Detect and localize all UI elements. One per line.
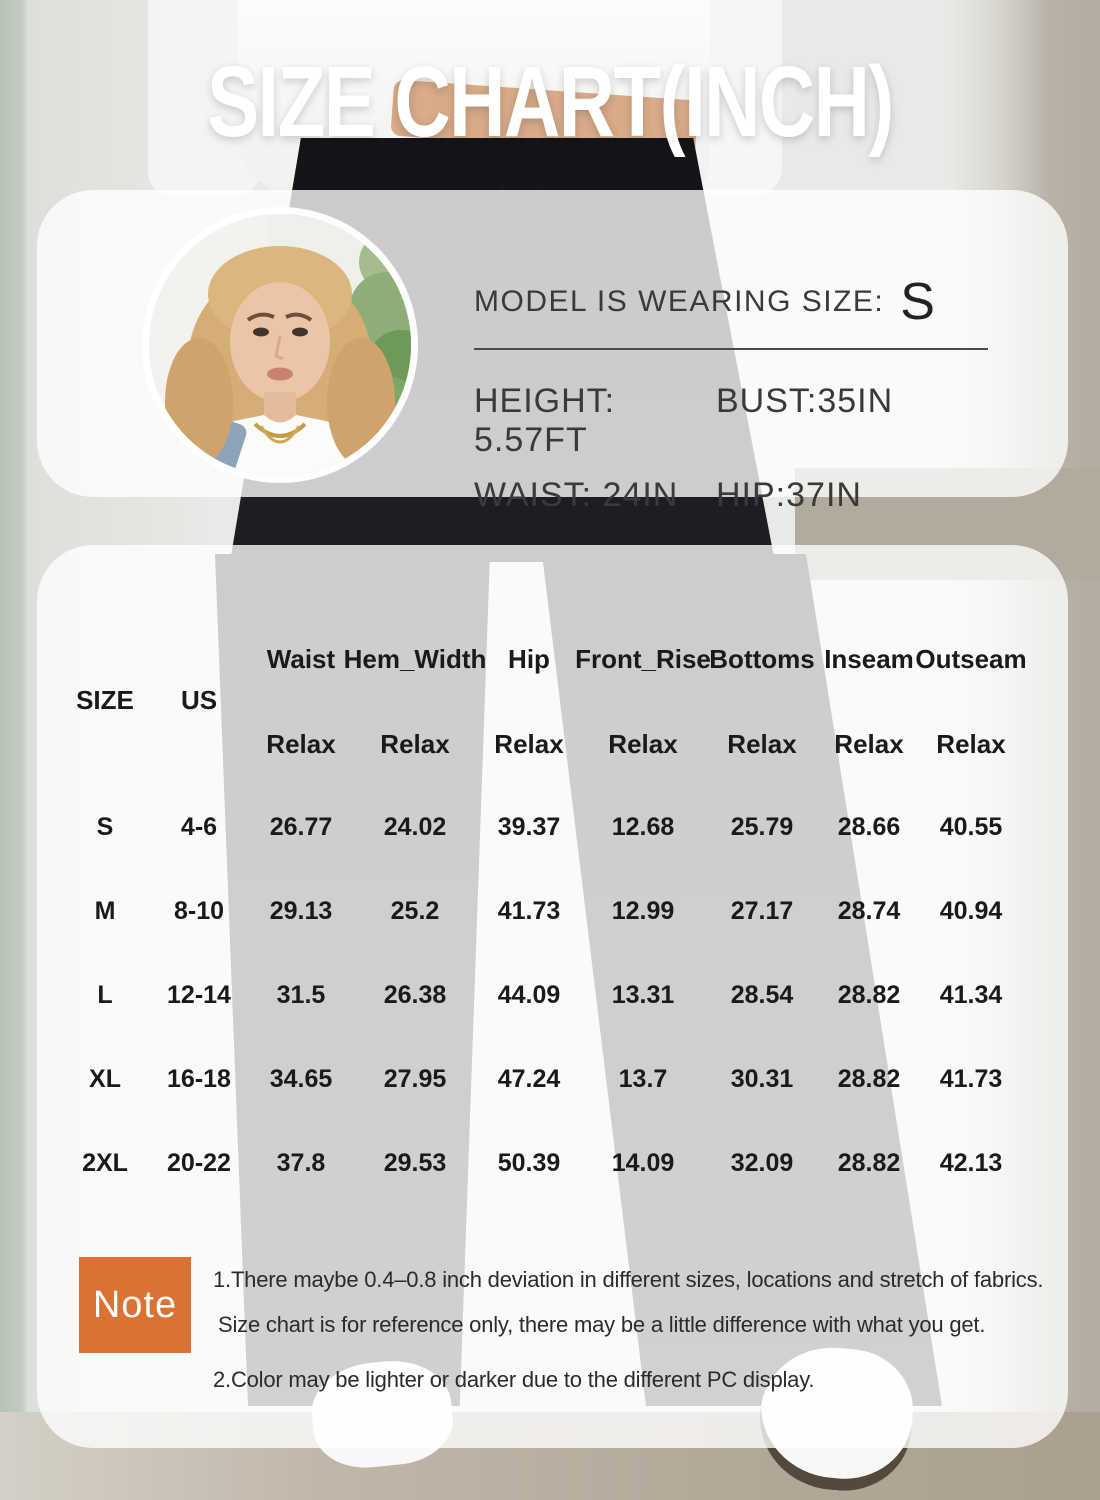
col-header-hip: Hip xyxy=(508,643,550,674)
model-bust: BUST:35IN xyxy=(716,382,894,420)
cell-l-waist: 31.5 xyxy=(276,980,326,1009)
model-portrait-illustration xyxy=(149,214,411,476)
wearing-size-value: S xyxy=(900,273,937,331)
cell-m-hip: 41.73 xyxy=(497,896,561,925)
cell-2xl-hip: 50.39 xyxy=(497,1148,561,1177)
col-header-waist: Waist xyxy=(266,643,336,674)
model-height: HEIGHT: 5.57FT xyxy=(474,382,616,459)
cell-s-inseam: 28.66 xyxy=(837,812,901,841)
size-table-panel: SIZE US Waist Hem_Width Hip Front_Rise Botto… xyxy=(37,545,1068,1448)
fit-label-outseam: Relax xyxy=(936,728,1006,759)
note-badge: Note xyxy=(79,1257,191,1353)
model-measurements: MODEL IS WEARING SIZE: S HEIGHT: 5.57FT … xyxy=(474,272,1034,515)
row-l-us: 12-14 xyxy=(167,980,231,1009)
fit-label-bottoms: Relax xyxy=(727,728,797,759)
row-m-size: M xyxy=(94,896,116,925)
wearing-size-label: MODEL IS WEARING SIZE: xyxy=(474,285,885,318)
cell-2xl-inseam: 28.82 xyxy=(837,1148,901,1177)
cell-s-hip: 39.37 xyxy=(497,812,561,841)
fit-label-front_rise: Relax xyxy=(608,728,678,759)
cell-s-front_rise: 12.68 xyxy=(611,812,675,841)
row-s-size: S xyxy=(96,812,114,841)
row-s-us: 4-6 xyxy=(180,812,218,841)
cell-xl-hip: 47.24 xyxy=(497,1064,561,1093)
cell-2xl-waist: 37.8 xyxy=(276,1148,326,1177)
cell-s-bottoms: 25.79 xyxy=(730,812,794,841)
size-table: SIZE US Waist Hem_Width Hip Front_Rise Botto… xyxy=(61,615,1027,1205)
cell-xl-waist: 34.65 xyxy=(269,1064,333,1093)
model-photo xyxy=(149,214,411,476)
note-line-1: 1.There maybe 0.4–0.8 inch deviation in … xyxy=(213,1267,1044,1292)
col-header-inseam: Inseam xyxy=(824,643,914,674)
row-m-us: 8-10 xyxy=(173,896,225,925)
fit-label-waist: Relax xyxy=(266,728,336,759)
row-l-size: L xyxy=(97,980,113,1009)
cell-xl-outseam: 41.73 xyxy=(939,1064,1003,1093)
col-header-bottoms: Bottoms xyxy=(709,643,815,674)
cell-m-inseam: 28.74 xyxy=(837,896,901,925)
divider-line xyxy=(474,348,988,350)
cell-m-bottoms: 27.17 xyxy=(730,896,794,925)
cell-l-bottoms: 28.54 xyxy=(730,980,794,1009)
col-header-hem_width: Hem_Width xyxy=(343,643,487,674)
cell-2xl-front_rise: 14.09 xyxy=(611,1148,675,1177)
cell-m-outseam: 40.94 xyxy=(939,896,1003,925)
cell-2xl-hem_width: 29.53 xyxy=(383,1148,447,1177)
cell-xl-inseam: 28.82 xyxy=(837,1064,901,1093)
fit-label-hip: Relax xyxy=(494,728,564,759)
cell-s-waist: 26.77 xyxy=(269,812,333,841)
cell-s-hem_width: 24.02 xyxy=(383,812,447,841)
row-xl-size: XL xyxy=(89,1064,121,1093)
cell-l-front_rise: 13.31 xyxy=(611,980,675,1009)
fit-label-inseam: Relax xyxy=(834,728,904,759)
cell-xl-bottoms: 30.31 xyxy=(730,1064,794,1093)
cell-l-hem_width: 26.38 xyxy=(383,980,447,1009)
model-hip: HIP:37IN xyxy=(716,476,862,514)
model-info-card: MODEL IS WEARING SIZE: S HEIGHT: 5.57FT … xyxy=(37,190,1068,514)
col-header-size: SIZE xyxy=(76,684,134,715)
col-header-outseam: Outseam xyxy=(915,643,1027,674)
cell-m-front_rise: 12.99 xyxy=(611,896,675,925)
note-line-2: Size chart is for reference only, there … xyxy=(218,1312,986,1338)
cell-m-waist: 29.13 xyxy=(269,896,333,925)
cell-s-outseam: 40.55 xyxy=(939,812,1003,841)
cell-xl-hem_width: 27.95 xyxy=(383,1064,447,1093)
cell-m-hem_width: 25.2 xyxy=(390,896,440,925)
note-text: 1.There maybe 0.4–0.8 inch deviation in … xyxy=(213,1257,1043,1402)
row-2xl-us: 20-22 xyxy=(167,1148,231,1177)
cell-l-hip: 44.09 xyxy=(497,980,561,1009)
page-title: SIZE CHART(INCH) xyxy=(207,46,894,158)
model-wearing-size-line: MODEL IS WEARING SIZE: S xyxy=(474,272,1034,332)
note-line-3: 2.Color may be lighter or darker due to … xyxy=(213,1367,815,1393)
cell-l-outseam: 41.34 xyxy=(939,980,1003,1009)
model-waist: WAIST: 24IN xyxy=(474,476,679,514)
row-xl-us: 16-18 xyxy=(167,1064,231,1093)
fit-label-hem_width: Relax xyxy=(380,728,450,759)
note-section: Note 1.There maybe 0.4–0.8 inch deviatio… xyxy=(79,1257,1043,1402)
cell-2xl-outseam: 42.13 xyxy=(939,1148,1003,1177)
col-header-front_rise: Front_Rise xyxy=(575,643,711,674)
cell-xl-front_rise: 13.7 xyxy=(618,1064,668,1093)
col-header-us: US xyxy=(180,684,218,715)
cell-2xl-bottoms: 32.09 xyxy=(730,1148,794,1177)
model-stats: HEIGHT: 5.57FT BUST:35IN WAIST: 24IN HIP… xyxy=(474,382,1034,515)
cell-l-inseam: 28.82 xyxy=(837,980,901,1009)
row-2xl-size: 2XL xyxy=(82,1148,128,1177)
